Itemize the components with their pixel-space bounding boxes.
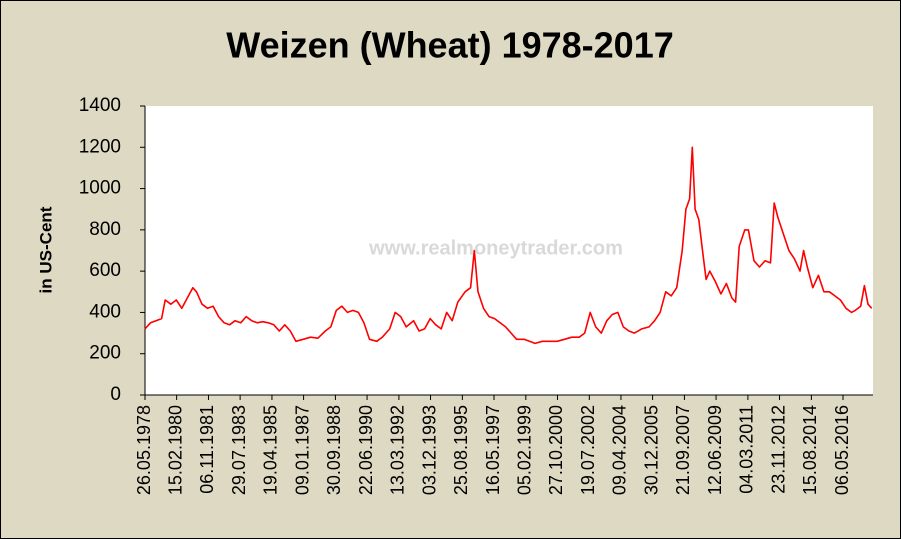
x-tick-label: 30.12.2005 (641, 405, 661, 495)
y-tick-label: 600 (89, 260, 121, 281)
x-tick-label: 23.11.2012 (768, 405, 788, 494)
y-tick-label: 800 (89, 219, 121, 240)
x-tick-label: 19.07.2002 (578, 405, 598, 495)
x-tick-label: 06.11.1981 (197, 405, 217, 494)
chart-title: Weizen (Wheat) 1978-2017 (226, 25, 674, 66)
x-tick-label: 05.02.1999 (515, 405, 535, 495)
y-tick-label: 1400 (79, 95, 121, 116)
x-tick-label: 12.06.2009 (705, 405, 725, 495)
x-tick-label: 09.04.2004 (610, 405, 630, 495)
x-tick-label: 29.07.1983 (229, 405, 249, 495)
y-tick-label: 0 (110, 384, 121, 405)
x-tick-label: 03.12.1993 (419, 405, 439, 495)
y-tick-label: 1000 (79, 178, 121, 199)
x-tick-label: 25.08.1995 (451, 405, 471, 495)
x-tick-label: 30.09.1988 (324, 405, 344, 495)
x-tick-label: 21.09.2007 (673, 405, 693, 495)
x-tick-label: 15.02.1980 (165, 405, 185, 495)
x-tick-label: 04.03.2011 (737, 405, 757, 494)
x-tick-label: 06.05.2016 (832, 405, 852, 495)
y-tick-label: 1200 (79, 136, 121, 157)
y-tick-label: 400 (89, 301, 121, 322)
x-tick-label: 22.06.1990 (356, 405, 376, 495)
x-tick-label: 15.08.2014 (800, 405, 820, 495)
y-tick-label: 200 (89, 343, 121, 364)
line (144, 146, 873, 345)
x-tick-label: 09.01.1987 (292, 405, 312, 495)
x-tick-label: 13.03.1992 (388, 405, 408, 495)
x-tick-label: 27.10.2000 (546, 405, 566, 495)
x-tick-label: 16.05.1997 (483, 405, 503, 495)
x-tick-label: 19.04.1985 (261, 405, 281, 495)
watermark: www.realmoneytrader.com (368, 237, 623, 259)
x-tick-label: 26.05.1978 (134, 405, 154, 495)
y-axis-label: in US-Cent (36, 206, 55, 293)
